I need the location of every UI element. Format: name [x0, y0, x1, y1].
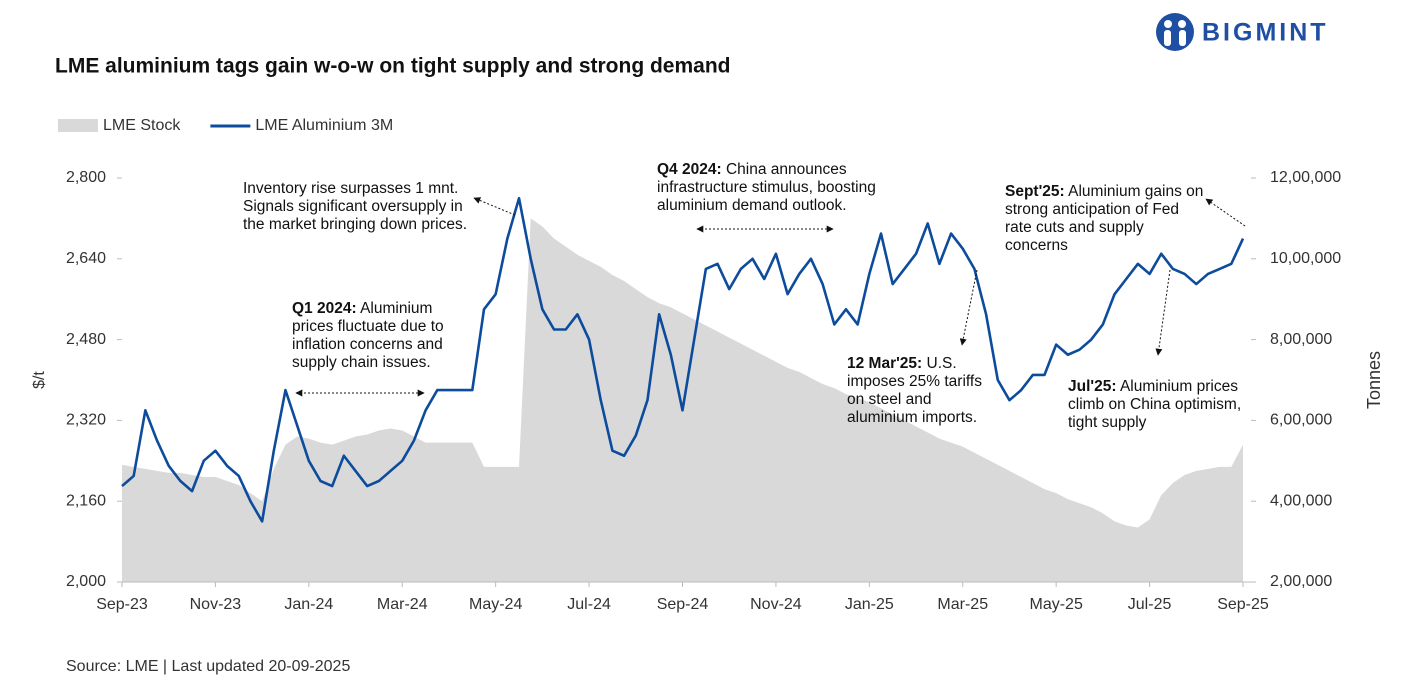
x-tick-label: Mar-24 [377, 596, 428, 613]
annotation-text: U.S. imposes 25% tariffs on steel and al… [847, 355, 982, 426]
y2-tick-label: 2,00,000 [1270, 573, 1332, 590]
legend-item: LME Stock [58, 117, 181, 134]
annotation-arrows [295, 197, 1246, 397]
y-tick-label: 2,160 [66, 492, 106, 509]
annotation-bold: Q1 2024: [292, 300, 357, 317]
price-line [121, 196, 1245, 523]
x-tick-label: Jul-24 [567, 596, 611, 613]
legend-item: LME Aluminium 3M [210, 117, 393, 134]
y-tick-label: 2,000 [66, 573, 106, 590]
y2-tick-label: 10,00,000 [1270, 250, 1341, 267]
y-axis-label: $/t [31, 371, 48, 389]
x-tick-label: Jan-24 [284, 596, 333, 613]
annotation: Q4 2024: China announces infrastructure … [657, 161, 907, 215]
y-tick-label: 2,800 [66, 169, 106, 186]
x-tick-label: Jan-25 [845, 596, 894, 613]
logo-icon [1156, 13, 1194, 51]
x-tick-label: Jul-25 [1128, 596, 1172, 613]
annotation: Jul'25: Aluminium prices climb on China … [1068, 378, 1268, 432]
annotation: Inventory rise surpasses 1 mnt. Signals … [243, 180, 483, 234]
annotation-bold: Q4 2024: [657, 161, 722, 178]
annotation-text: Aluminium prices climb on China optimism… [1068, 378, 1242, 431]
x-tick-label: Sep-23 [96, 596, 148, 613]
x-tick-label: Nov-24 [750, 596, 802, 613]
x-tick-label: May-24 [469, 596, 522, 613]
y2-axis-label: Tonnes [1364, 351, 1384, 409]
annotation-bold: Sept'25: [1005, 183, 1065, 200]
legend-label: LME Aluminium 3M [255, 117, 393, 134]
annotation-text: Inventory rise surpasses 1 mnt. Signals … [243, 180, 468, 233]
annotation: Q1 2024: Aluminium prices fluctuate due … [292, 300, 462, 372]
annotation-text: Aluminium prices fluctuate due to inflat… [292, 300, 444, 371]
y-tick-label: 2,640 [66, 250, 106, 267]
legend-swatch [58, 119, 98, 132]
y-tick-label: 2,320 [66, 412, 106, 429]
x-tick-label: Mar-25 [937, 596, 988, 613]
source-note: Source: LME | Last updated 20-09-2025 [66, 658, 350, 675]
y-tick-label: 2,480 [66, 331, 106, 348]
y2-tick-label: 12,00,000 [1270, 169, 1341, 186]
stock-area [122, 218, 1243, 582]
annotation: 12 Mar'25: U.S. imposes 25% tariffs on s… [847, 355, 1002, 427]
y2-tick-label: 4,00,000 [1270, 492, 1332, 509]
y2-tick-label: 6,00,000 [1270, 412, 1332, 429]
legend-label: LME Stock [103, 117, 181, 134]
annotation-bold: 12 Mar'25: [847, 355, 923, 372]
x-tick-label: May-25 [1029, 596, 1082, 613]
annotation: Sept'25: Aluminium gains on strong antic… [1005, 183, 1210, 255]
annotation-bold: Jul'25: [1068, 378, 1117, 395]
x-tick-label: Sep-24 [657, 596, 709, 613]
logo-text: BIGMINT [1202, 19, 1329, 47]
annotation-text: Aluminium gains on strong anticipation o… [1005, 183, 1204, 254]
annotation-text: China announces infrastructure stimulus,… [657, 161, 876, 214]
chart-title: LME aluminium tags gain w-o-w on tight s… [55, 55, 731, 78]
y2-tick-label: 8,00,000 [1270, 331, 1332, 348]
x-tick-label: Sep-25 [1217, 596, 1269, 613]
x-tick-label: Nov-23 [190, 596, 242, 613]
